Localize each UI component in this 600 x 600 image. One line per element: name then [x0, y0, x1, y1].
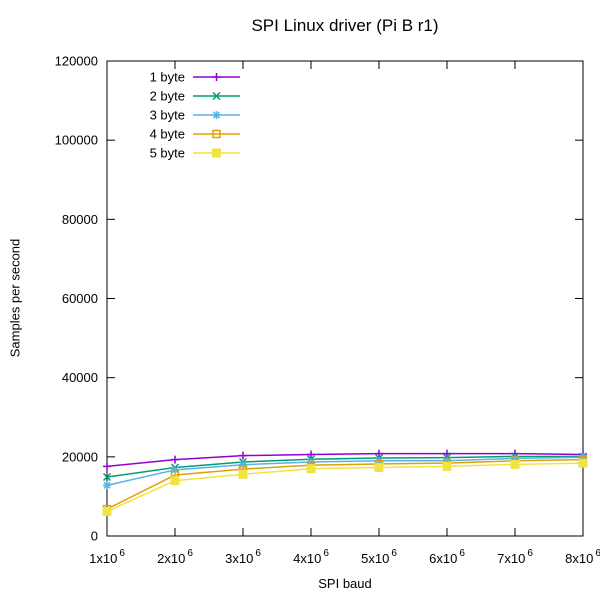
marker-square-open: [212, 129, 221, 139]
marker-asterisk: [212, 111, 221, 119]
x-tick-label: 1x10 6: [89, 548, 125, 566]
marker-square-filled: [442, 461, 452, 471]
marker-square-filled: [306, 464, 316, 474]
marker-plus: [443, 449, 451, 458]
y-tick-label: 80000: [62, 212, 98, 227]
marker-plus: [171, 455, 179, 464]
y-tick-label: 120000: [55, 54, 98, 69]
marker-asterisk: [171, 465, 179, 474]
legend-label: 4 byte: [150, 127, 185, 142]
marker-cross: [212, 91, 221, 101]
marker-square-filled: [510, 459, 520, 469]
x-tick-label: 2x10 6: [157, 548, 193, 566]
marker-plus: [239, 451, 247, 460]
series-line-1-byte: [106, 452, 584, 468]
x-tick-label: 3x10 6: [225, 548, 261, 566]
marker-plus: [375, 449, 383, 458]
legend-label: 3 byte: [150, 108, 185, 123]
marker-square-filled: [170, 476, 180, 486]
legend-label: 1 byte: [150, 70, 185, 85]
legend-label: 5 byte: [150, 146, 185, 161]
marker-square-filled: [578, 458, 588, 468]
chart-title: SPI Linux driver (Pi B r1): [251, 16, 439, 35]
series-line-5-byte: [106, 462, 584, 513]
y-tick-label: 0: [91, 529, 98, 544]
marker-asterisk: [511, 454, 519, 463]
marker-plus: [103, 462, 111, 471]
marker-asterisk: [443, 456, 451, 465]
y-tick-label: 60000: [62, 291, 98, 306]
x-tick-label: 6x10 6: [429, 548, 465, 566]
marker-square-filled: [374, 463, 384, 473]
x-axis-label: SPI baud: [318, 576, 372, 591]
x-tick-label: 8x10 6: [565, 548, 600, 566]
series-line-3-byte: [106, 456, 584, 487]
marker-square-filled: [212, 148, 221, 158]
marker-asterisk: [239, 460, 247, 469]
x-tick-label: 5x10 6: [361, 548, 397, 566]
legend-label: 2 byte: [150, 89, 185, 104]
series-line-4-byte: [106, 458, 584, 510]
marker-asterisk: [579, 453, 587, 462]
marker-cross: [102, 472, 112, 482]
series-line-2-byte: [106, 455, 583, 478]
x-tick-label: 4x10 6: [293, 548, 329, 566]
y-tick-label: 100000: [55, 133, 98, 148]
marker-plus: [307, 450, 315, 459]
marker-asterisk: [103, 481, 111, 490]
marker-plus: [212, 73, 221, 81]
marker-square-filled: [238, 469, 248, 479]
y-tick-label: 40000: [62, 370, 98, 385]
marker-square-filled: [102, 506, 112, 516]
x-tick-label: 7x10 6: [497, 548, 533, 566]
y-tick-label: 20000: [62, 449, 98, 464]
